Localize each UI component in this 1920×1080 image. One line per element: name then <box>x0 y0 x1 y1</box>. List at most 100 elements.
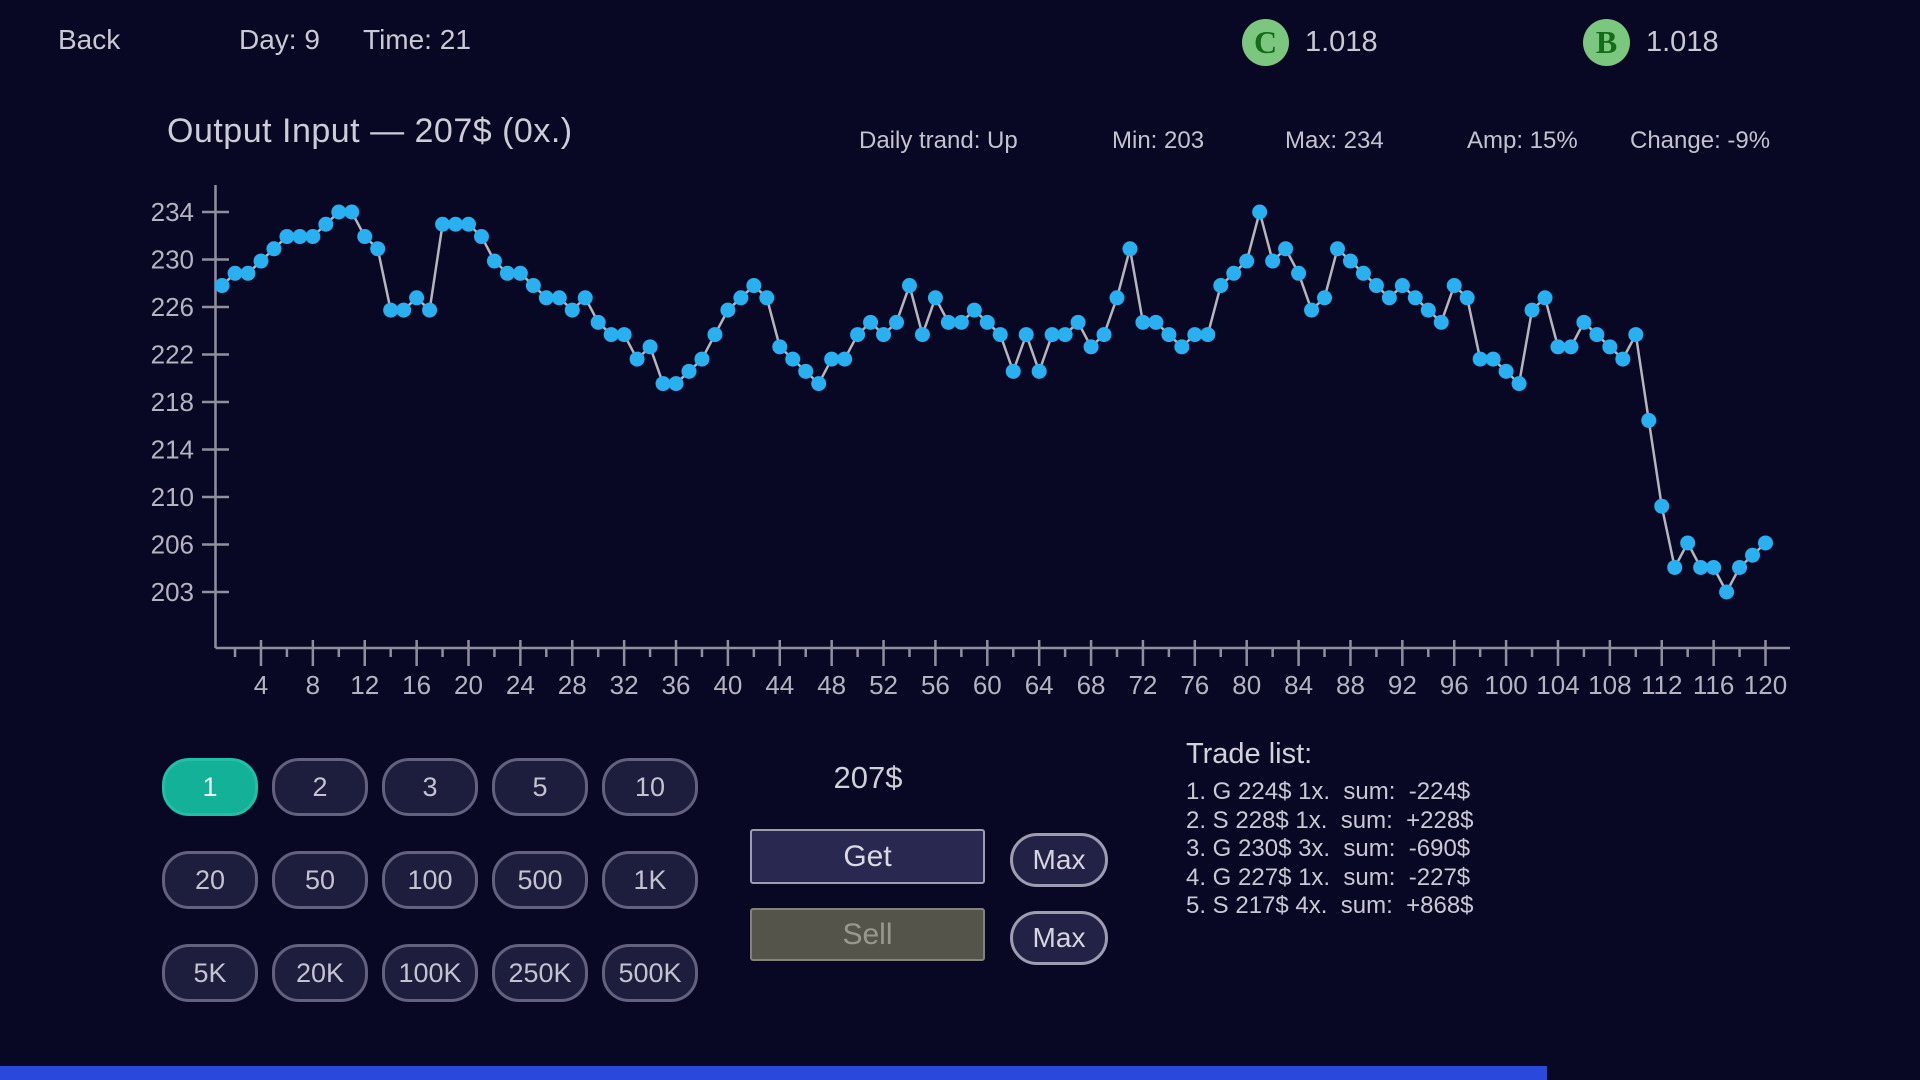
x-tick-label: 100 <box>1484 670 1527 700</box>
sell-button[interactable]: Sell <box>750 908 985 961</box>
chart-point <box>577 290 593 306</box>
qty-button-5K[interactable]: 5K <box>162 944 258 1002</box>
x-tick-label: 44 <box>765 670 794 700</box>
chart-point <box>240 265 256 281</box>
back-button[interactable]: Back <box>58 24 121 55</box>
chart-point <box>1667 559 1683 575</box>
chart-point <box>1628 327 1644 343</box>
y-tick-label: 234 <box>151 197 194 227</box>
chart-point <box>1304 302 1320 318</box>
qty-button-100[interactable]: 100 <box>382 851 478 909</box>
currency-c: C 1.018 <box>1242 19 1378 66</box>
currency-b-value: 1.018 <box>1646 26 1719 58</box>
chart-point <box>694 351 710 367</box>
x-tick-label: 116 <box>1693 670 1734 700</box>
x-tick-label: 12 <box>350 670 379 700</box>
qty-button-1K[interactable]: 1K <box>602 851 698 909</box>
qty-button-10[interactable]: 10 <box>602 758 698 816</box>
qty-button-5[interactable]: 5 <box>492 758 588 816</box>
chart-point <box>1732 559 1748 575</box>
chart-point <box>409 290 425 306</box>
x-tick-label: 112 <box>1641 670 1682 700</box>
chart-point <box>305 229 321 245</box>
chart-point <box>733 290 749 306</box>
chart-point <box>1342 253 1358 269</box>
qty-button-2[interactable]: 2 <box>272 758 368 816</box>
chart-point <box>992 327 1008 343</box>
chart-point <box>1472 351 1488 367</box>
x-tick-label: 52 <box>869 670 898 700</box>
chart-point <box>1005 363 1021 379</box>
x-tick-label: 80 <box>1232 670 1261 700</box>
chart-point <box>1278 241 1294 257</box>
chart-point <box>1239 253 1255 269</box>
qty-button-500[interactable]: 500 <box>492 851 588 909</box>
x-tick-label: 32 <box>610 670 639 700</box>
chart-point <box>1706 559 1722 575</box>
chart-point <box>1018 327 1034 343</box>
qty-button-20[interactable]: 20 <box>162 851 258 909</box>
chart-point <box>1615 351 1631 367</box>
chart-point <box>1420 302 1436 318</box>
chart-point <box>798 363 814 379</box>
x-tick-label: 120 <box>1744 670 1787 700</box>
chart-point <box>707 327 723 343</box>
x-tick-label: 108 <box>1588 670 1631 700</box>
chart-point <box>837 351 853 367</box>
chart-point <box>889 314 905 330</box>
chart-point <box>1122 241 1138 257</box>
x-tick-label: 16 <box>402 670 431 700</box>
x-tick-label: 8 <box>306 670 320 700</box>
chart-point <box>1252 204 1268 220</box>
chart-point <box>486 253 502 269</box>
chart-point <box>940 314 956 330</box>
trade-list-title: Trade list: <box>1186 738 1313 770</box>
chart-point <box>655 376 671 392</box>
chart-point <box>616 327 632 343</box>
qty-button-250K[interactable]: 250K <box>492 944 588 1002</box>
y-tick-label: 210 <box>151 482 194 512</box>
get-max-button[interactable]: Max <box>1010 833 1108 887</box>
sell-max-button[interactable]: Max <box>1010 911 1108 965</box>
x-tick-label: 104 <box>1536 670 1579 700</box>
stat-min: Min: 203 <box>1112 127 1205 154</box>
chart-point <box>473 229 489 245</box>
y-tick-label: 222 <box>151 340 194 370</box>
qty-button-3[interactable]: 3 <box>382 758 478 816</box>
chart-point <box>564 302 580 318</box>
chart-point <box>1459 290 1475 306</box>
trade-list-item: 2. S 228$ 1x. sum: +228$ <box>1186 806 1474 834</box>
qty-button-500K[interactable]: 500K <box>602 944 698 1002</box>
chart-point <box>1200 327 1216 343</box>
x-tick-label: 88 <box>1336 670 1365 700</box>
trade-list-item: 3. G 230$ 3x. sum: -690$ <box>1186 835 1471 862</box>
chart-point <box>279 229 295 245</box>
chart-point <box>850 327 866 343</box>
qty-button-20K[interactable]: 20K <box>272 944 368 1002</box>
chart-point <box>461 216 476 232</box>
chart-point <box>1355 265 1371 281</box>
get-button[interactable]: Get <box>750 829 985 884</box>
chart-point <box>1329 241 1345 257</box>
chart-point <box>538 290 554 306</box>
chart-point <box>1317 290 1333 306</box>
trade-list-items: 1. G 224$ 1x. sum: -224$ 2. S 228$ 1x. su… <box>1186 778 1474 921</box>
chart-point <box>422 302 438 318</box>
chart-point <box>435 216 451 232</box>
x-tick-label: 24 <box>506 670 535 700</box>
time-indicator: Time: 21 <box>363 24 471 55</box>
x-tick-label: 68 <box>1077 670 1106 700</box>
chart-point <box>551 290 567 306</box>
day-indicator: Day: 9 <box>239 24 320 55</box>
quantity-grid: 1 2 3 5 10 20 50 100 500 1K 5K 20K 100K 250K 500K <box>162 758 822 1018</box>
qty-button-100K[interactable]: 100K <box>382 944 478 1002</box>
chart-point <box>331 204 347 220</box>
qty-button-1[interactable]: 1 <box>162 758 258 816</box>
chart-point <box>525 278 541 294</box>
qty-button-50[interactable]: 50 <box>272 851 368 909</box>
x-tick-label: 76 <box>1180 670 1209 700</box>
chart-point <box>1680 535 1696 551</box>
x-tick-label: 48 <box>817 670 846 700</box>
chart-point <box>1745 547 1761 563</box>
